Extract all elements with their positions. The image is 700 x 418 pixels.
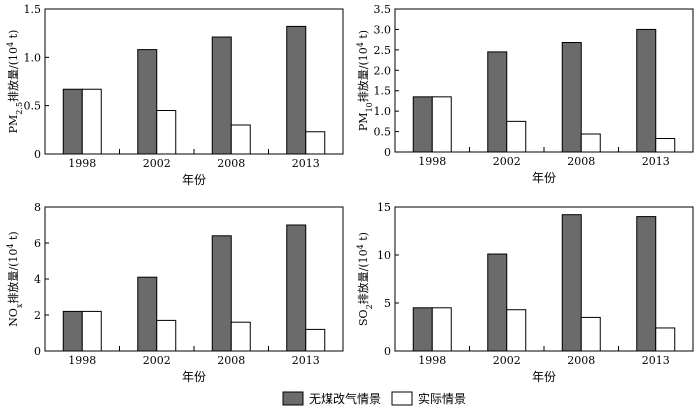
bar-no-coal-to-gas-2002 (137, 276, 158, 352)
bar-actual-1998 (431, 307, 452, 352)
x-tick-label: 2002 (493, 354, 521, 367)
bar-no-coal-to-gas-2008 (211, 235, 232, 352)
x-tick-label: 2002 (143, 157, 171, 170)
bar-no-coal-to-gas-2013 (636, 216, 657, 352)
y-tick-label: 6 (34, 237, 41, 250)
legend-label-no-coal-to-gas: 无煤改气情景 (309, 391, 381, 406)
y-tick-label: 0.5 (24, 100, 42, 113)
chart-panel-4: 0 5 10 15 1998 2002 2008 2013 年份 SO2排放量/(104 t) (356, 201, 694, 384)
bar-actual-1998 (81, 88, 102, 155)
chart-panel-1: 0 0.5 1.0 1.5 1998 2002 2008 2013 年份 PM2.5排放量/(10… (6, 3, 344, 187)
x-tick-label: 1998 (68, 354, 96, 367)
y-tick-label: 0 (384, 345, 391, 358)
bar-no-coal-to-gas-2013 (286, 25, 307, 155)
bar-no-coal-to-gas-1998 (62, 310, 83, 352)
x-tick-label: 1998 (68, 157, 96, 170)
x-tick-label: 2002 (143, 354, 171, 367)
bar-no-coal-to-gas-2013 (636, 28, 657, 153)
y-tick-label: 3.5 (374, 3, 392, 16)
bar-actual-1998 (431, 96, 452, 153)
legend: 无煤改气情景 实际情景 (282, 391, 466, 406)
x-tick-label: 2013 (292, 354, 320, 367)
bar-actual-2013 (655, 327, 676, 352)
x-tick-label: 2002 (493, 155, 521, 168)
y-tick-label: 3.0 (374, 23, 392, 36)
legend-swatch-no-coal-to-gas (282, 391, 304, 406)
y-axis-label: NOx排放量/(104 t) (6, 231, 24, 326)
y-axis-label: PM10排放量/(104 t) (356, 30, 374, 131)
legend-swatch-actual (391, 391, 413, 406)
bar-actual-2008 (580, 133, 601, 153)
bar-actual-2008 (230, 124, 251, 155)
bar-actual-2008 (230, 321, 251, 352)
y-tick-label: 0 (384, 146, 391, 159)
x-tick-label: 1998 (418, 354, 446, 367)
legend-label-actual: 实际情景 (418, 391, 466, 406)
bar-no-coal-to-gas-1998 (412, 307, 433, 352)
x-tick-label: 2008 (217, 354, 245, 367)
bar-no-coal-to-gas-2008 (561, 42, 582, 153)
x-tick-label: 2013 (642, 155, 670, 168)
bar-no-coal-to-gas-2008 (211, 36, 232, 155)
x-tick-label: 2008 (567, 354, 595, 367)
chart-panel-3: 0 2 4 6 8 1998 2002 2008 2013 年份 NOx排放量/(104 t) (6, 201, 344, 384)
x-tick-label: 2013 (292, 157, 320, 170)
y-tick-label: 1.0 (24, 51, 42, 64)
y-tick-label: 2.5 (374, 44, 392, 57)
y-tick-label: 8 (34, 201, 41, 214)
bar-no-coal-to-gas-1998 (412, 96, 433, 153)
bar-actual-2002 (156, 110, 177, 155)
bar-actual-2008 (580, 316, 601, 352)
bar-no-coal-to-gas-2002 (137, 49, 158, 155)
y-tick-label: 1.5 (374, 85, 392, 98)
x-axis-label: 年份 (182, 173, 206, 187)
y-tick-label: 1.0 (374, 105, 392, 118)
bar-no-coal-to-gas-2002 (487, 51, 508, 153)
bar-actual-2002 (156, 319, 177, 352)
x-axis-label: 年份 (532, 370, 556, 384)
x-axis-label: 年份 (532, 171, 556, 185)
bar-no-coal-to-gas-2013 (286, 224, 307, 352)
y-tick-label: 15 (377, 201, 391, 214)
y-tick-label: 2.0 (374, 64, 392, 77)
chart-panel-2: 0 0.5 1.0 1.5 2.0 2.5 3.0 3.5 1998 2002 2008 2013 年份… (356, 3, 694, 185)
bar-actual-2013 (305, 328, 326, 352)
y-tick-label: 1.5 (24, 3, 42, 16)
y-axis-label: SO2排放量/(104 t) (356, 232, 374, 326)
bar-no-coal-to-gas-2002 (487, 253, 508, 352)
bar-no-coal-to-gas-1998 (62, 88, 83, 155)
y-tick-label: 5 (384, 297, 391, 310)
x-tick-label: 1998 (418, 155, 446, 168)
y-tick-label: 4 (34, 273, 41, 286)
bar-no-coal-to-gas-2008 (561, 214, 582, 352)
bar-actual-1998 (81, 310, 102, 352)
bar-actual-2002 (506, 309, 527, 352)
bar-actual-2002 (506, 120, 527, 153)
x-axis-label: 年份 (182, 370, 206, 384)
x-tick-label: 2013 (642, 354, 670, 367)
x-tick-label: 2008 (217, 157, 245, 170)
y-tick-label: 2 (34, 309, 41, 322)
y-tick-label: 10 (377, 249, 391, 262)
y-axis-label: PM2.5排放量/(104 t) (6, 30, 24, 134)
bar-actual-2013 (655, 138, 676, 153)
y-tick-label: 0 (34, 148, 41, 161)
y-tick-label: 0.5 (374, 126, 392, 139)
bar-actual-2013 (305, 131, 326, 155)
y-tick-label: 0 (34, 345, 41, 358)
x-tick-label: 2008 (567, 155, 595, 168)
